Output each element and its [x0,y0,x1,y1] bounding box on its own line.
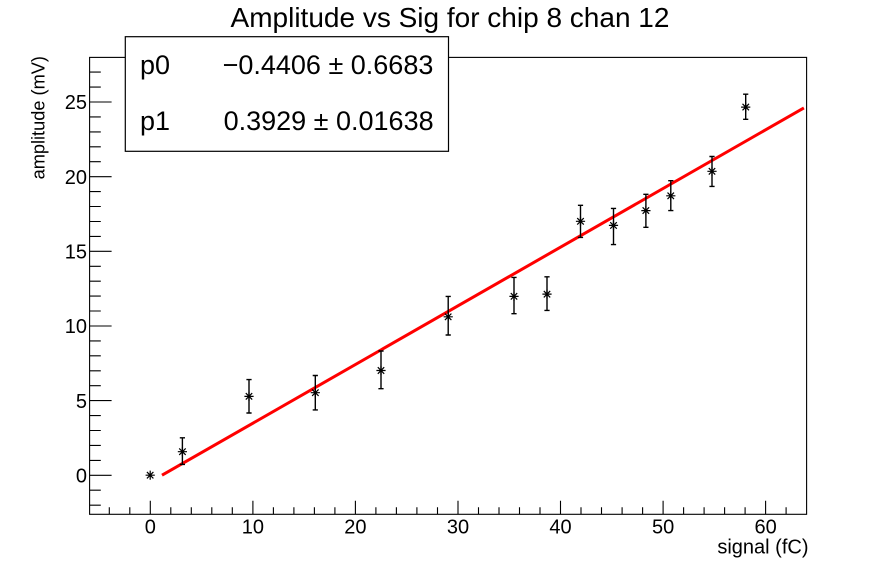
svg-text:0: 0 [76,466,87,488]
svg-text:40: 40 [549,516,571,538]
svg-text:amplitude (mV): amplitude (mV) [29,56,49,179]
svg-text:5: 5 [76,391,87,413]
svg-text:25: 25 [65,92,87,114]
svg-text:50: 50 [652,516,674,538]
svg-text:30: 30 [447,516,469,538]
svg-text:0.3929 ± 0.01638: 0.3929 ± 0.01638 [224,106,434,136]
svg-text:p1: p1 [140,106,170,136]
svg-text:signal (fC): signal (fC) [717,536,808,558]
svg-text:15: 15 [65,242,87,264]
svg-text:p0: p0 [140,50,170,80]
svg-text:0: 0 [145,516,156,538]
svg-text:60: 60 [754,516,776,538]
svg-text:−0.4406 ± 0.6683: −0.4406 ± 0.6683 [223,50,434,80]
svg-text:20: 20 [65,167,87,189]
svg-text:10: 10 [65,316,87,338]
svg-text:Amplitude vs Sig for chip 8 ch: Amplitude vs Sig for chip 8 chan 12 [231,2,670,33]
svg-text:20: 20 [344,516,366,538]
svg-text:10: 10 [242,516,264,538]
